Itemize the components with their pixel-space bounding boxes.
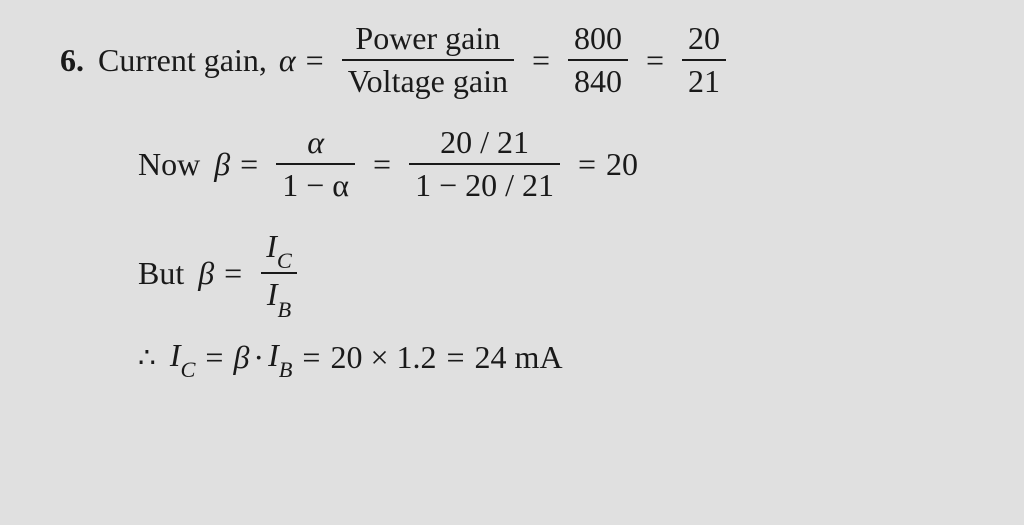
equals: =	[306, 42, 324, 79]
equals: =	[205, 339, 223, 376]
b-subscript: B	[278, 297, 292, 322]
fraction-20-21: 20 21	[682, 20, 726, 100]
denominator: 21	[682, 59, 726, 100]
equation-line-3: But β = IC IB	[138, 228, 964, 319]
alpha-symbol: α	[279, 42, 296, 79]
denominator: Voltage gain	[342, 59, 514, 100]
fraction-alpha: α 1 − α	[276, 124, 355, 204]
beta-symbol: β	[233, 339, 249, 376]
c-subscript: C	[180, 357, 195, 382]
ib-term: IB	[268, 337, 292, 379]
numerator: 20 / 21	[434, 124, 535, 163]
i-var: I	[266, 228, 277, 264]
numerator: α	[301, 124, 330, 163]
now-label: Now	[138, 146, 200, 183]
equals: =	[447, 339, 465, 376]
ic-term: IC	[170, 337, 196, 379]
dot-symbol: ·	[253, 339, 264, 376]
denominator: 1 − 20 / 21	[409, 163, 560, 204]
fraction-20-21-calc: 20 / 21 1 − 20 / 21	[409, 124, 560, 204]
equation-line-2: Now β = α 1 − α = 20 / 21 1 − 20 / 21 = …	[138, 124, 964, 204]
denominator: 1 − α	[276, 163, 355, 204]
result-20: 20	[606, 146, 638, 183]
c-subscript: C	[277, 248, 292, 273]
numerator: Power gain	[349, 20, 506, 59]
equation-line-1: 6. Current gain, α = Power gain Voltage …	[60, 20, 964, 100]
fraction-800-840: 800 840	[568, 20, 628, 100]
numerator: IC	[260, 228, 298, 272]
denominator: 840	[568, 59, 628, 100]
numerator: 20	[682, 20, 726, 59]
beta-symbol: β	[198, 255, 214, 292]
equals: =	[646, 42, 664, 79]
problem-number: 6.	[60, 42, 84, 79]
current-gain-label: Current gain,	[98, 42, 267, 79]
fraction-power-voltage: Power gain Voltage gain	[342, 20, 514, 100]
i-var: I	[170, 337, 181, 373]
equals: =	[240, 146, 258, 183]
calculation: 20 × 1.2	[330, 339, 436, 376]
equals: =	[302, 339, 320, 376]
but-label: But	[138, 255, 184, 292]
numerator: 800	[568, 20, 628, 59]
final-result: 24 mA	[475, 339, 563, 376]
beta-symbol: β	[214, 146, 230, 183]
denominator: IB	[261, 272, 297, 318]
i-var: I	[267, 276, 278, 312]
equals: =	[373, 146, 391, 183]
b-subscript: B	[279, 357, 293, 382]
equals: =	[532, 42, 550, 79]
equation-line-4: ∴ IC = β · IB = 20 × 1.2 = 24 mA	[138, 337, 964, 379]
equals: =	[578, 146, 596, 183]
i-var: I	[268, 337, 279, 373]
fraction-ic-ib: IC IB	[260, 228, 298, 319]
equals: =	[224, 255, 242, 292]
therefore-symbol: ∴	[138, 341, 156, 375]
